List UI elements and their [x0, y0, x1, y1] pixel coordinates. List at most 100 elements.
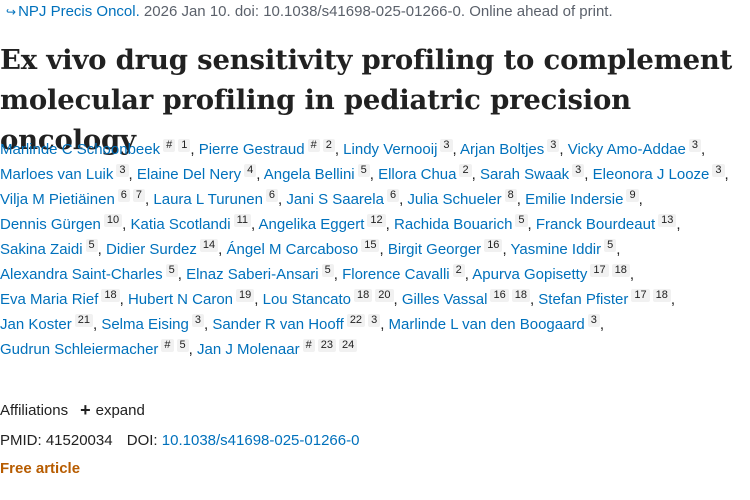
author-name-link[interactable]: Pierre Gestraud: [198, 141, 305, 158]
affiliation-ref-link[interactable]: 3: [116, 164, 129, 177]
affiliation-ref-link[interactable]: 6: [117, 189, 130, 202]
author-name-link[interactable]: Vilja M Pietiäinen: [0, 191, 115, 208]
author-name-link[interactable]: Jan Koster: [0, 316, 72, 333]
author-name-link[interactable]: Ellora Chua: [378, 166, 457, 183]
doi-link[interactable]: 10.1038/s41698-025-01266-0: [161, 432, 360, 449]
affiliation-ref-link[interactable]: 2: [459, 164, 472, 177]
equal-contrib-marker[interactable]: #: [161, 339, 174, 352]
author-name-link[interactable]: Katia Scotlandi: [130, 216, 231, 233]
affiliation-ref-link[interactable]: 3: [712, 164, 725, 177]
author-name-link[interactable]: Jani S Saarela: [286, 191, 384, 208]
affiliation-ref-link[interactable]: 18: [101, 289, 120, 302]
affiliation-ref-link[interactable]: 17: [631, 289, 650, 302]
affiliation-ref-link[interactable]: 5: [604, 239, 617, 252]
affiliation-ref-link[interactable]: 3: [191, 314, 204, 327]
author-name-link[interactable]: Franck Bourdeaut: [535, 216, 656, 233]
affiliation-ref-link[interactable]: 5: [321, 264, 334, 277]
affiliation-ref-link[interactable]: 5: [515, 214, 528, 227]
affiliation-ref-link[interactable]: 15: [361, 239, 380, 252]
author-name-link[interactable]: Jan J Molenaar: [197, 341, 300, 358]
author-name-link[interactable]: Elaine Del Nery: [136, 166, 242, 183]
author-name-link[interactable]: Dennis Gürgen: [0, 216, 101, 233]
affiliation-ref-link[interactable]: 16: [484, 239, 503, 252]
author-item: Lindy Vernooij 3,: [343, 139, 457, 158]
affiliation-ref-link[interactable]: 14: [199, 239, 219, 252]
author-name-link[interactable]: Sarah Swaak: [479, 166, 570, 183]
author-item: Eleonora J Looze 3,: [592, 164, 729, 183]
journal-link[interactable]: NPJ Precis Oncol.: [18, 3, 140, 20]
affiliation-ref-link[interactable]: 3: [688, 139, 701, 152]
affiliation-ref-link[interactable]: 6: [265, 189, 279, 202]
author-name-link[interactable]: Elnaz Saberi-Ansari: [186, 266, 319, 283]
equal-contrib-marker[interactable]: #: [302, 339, 315, 352]
affiliation-ref-link[interactable]: 18: [354, 289, 373, 302]
affiliation-ref-link[interactable]: 7: [132, 189, 146, 202]
affiliation-ref-link[interactable]: 22: [346, 314, 366, 327]
affiliation-ref-link[interactable]: 18: [511, 289, 530, 302]
author-name-link[interactable]: Lindy Vernooij: [343, 141, 438, 158]
author-name-link[interactable]: Didier Surdez: [106, 241, 197, 258]
author-name-link[interactable]: Rachida Bouarich: [394, 216, 513, 233]
affiliation-ref-link[interactable]: 3: [572, 164, 585, 177]
author-name-link[interactable]: Selma Eising: [101, 316, 189, 333]
author-name-link[interactable]: Eva Maria Rief: [0, 291, 99, 308]
author-name-link[interactable]: Gudrun Schleiermacher: [0, 341, 159, 358]
author-name-link[interactable]: Lou Stancato: [262, 291, 352, 308]
author-name-link[interactable]: Eleonora J Looze: [592, 166, 710, 183]
affiliation-ref-link[interactable]: 16: [490, 289, 509, 302]
affiliation-ref-link[interactable]: 5: [165, 264, 178, 277]
affiliation-ref-link[interactable]: 1: [178, 139, 191, 152]
author-name-link[interactable]: Marloes van Luik: [0, 166, 114, 183]
free-article-badge[interactable]: Free article: [0, 460, 81, 477]
author-name-link[interactable]: Hubert N Caron: [127, 291, 234, 308]
affiliation-ref-link[interactable]: 17: [590, 264, 609, 277]
affiliation-ref-link[interactable]: 18: [652, 289, 671, 302]
author-name-link[interactable]: Ángel M Carcaboso: [226, 241, 359, 258]
author-name-link[interactable]: Apurva Gopisetty: [472, 266, 588, 283]
author-name-link[interactable]: Gilles Vassal: [401, 291, 488, 308]
affiliation-ref-link[interactable]: 3: [547, 139, 560, 152]
author-name-link[interactable]: Florence Cavalli: [342, 266, 450, 283]
affiliation-ref-link[interactable]: 13: [658, 214, 677, 227]
affiliation-ref-link[interactable]: 23: [317, 339, 336, 352]
author-name-link[interactable]: Sander R van Hooff: [212, 316, 344, 333]
affiliation-ref-link[interactable]: 11: [233, 214, 251, 227]
affiliation-ref-link[interactable]: 5: [176, 339, 189, 352]
affiliation-ref-link[interactable]: 18: [611, 264, 630, 277]
author-name-link[interactable]: Birgit Georger: [387, 241, 482, 258]
affiliation-ref-link[interactable]: 3: [440, 139, 453, 152]
author-item: Florence Cavalli 2,: [342, 264, 469, 283]
affiliation-ref-link[interactable]: 5: [357, 164, 370, 177]
author-name-link[interactable]: Marlinde L van den Boogaard: [388, 316, 585, 333]
equal-contrib-marker[interactable]: #: [307, 139, 320, 152]
affiliation-ref-link[interactable]: 10: [103, 214, 123, 227]
affiliation-ref-link[interactable]: 20: [375, 289, 394, 302]
affiliation-ref-link[interactable]: 9: [626, 189, 639, 202]
affiliation-ref-link[interactable]: 3: [587, 314, 600, 327]
author-name-link[interactable]: Stefan Pfister: [538, 291, 629, 308]
affiliation-ref-link[interactable]: 4: [244, 164, 257, 177]
author-name-link[interactable]: Marlinde C Schoonbeek: [0, 141, 161, 158]
affiliation-ref-link[interactable]: 12: [367, 214, 386, 227]
affiliation-ref-link[interactable]: 3: [368, 314, 381, 327]
equal-contrib-marker[interactable]: #: [163, 139, 176, 152]
author-name-link[interactable]: Julia Schueler: [407, 191, 502, 208]
author-name-link[interactable]: Laura L Turunen: [153, 191, 263, 208]
affiliation-ref-link[interactable]: 2: [322, 139, 335, 152]
affiliation-ref-link[interactable]: 19: [236, 289, 255, 302]
author-name-link[interactable]: Arjan Boltjes: [460, 141, 545, 158]
affiliation-ref-link[interactable]: 8: [504, 189, 517, 202]
affiliation-ref-link[interactable]: 24: [338, 339, 358, 352]
author-name-link[interactable]: Emilie Indersie: [525, 191, 624, 208]
affiliation-ref-link[interactable]: 21: [74, 314, 93, 327]
author-name-link[interactable]: Alexandra Saint-Charles: [0, 266, 163, 283]
affiliation-ref-link[interactable]: 5: [85, 239, 98, 252]
author-name-link[interactable]: Vicky Amo-Addae: [567, 141, 686, 158]
affiliation-ref-link[interactable]: 2: [452, 264, 465, 277]
author-name-link[interactable]: Sakina Zaidi: [0, 241, 83, 258]
author-name-link[interactable]: Yasmine Iddir: [510, 241, 602, 258]
affiliations-expand-button[interactable]: + expand: [80, 401, 145, 419]
author-name-link[interactable]: Angela Bellini: [263, 166, 355, 183]
author-name-link[interactable]: Angelika Eggert: [258, 216, 365, 233]
affiliation-ref-link[interactable]: 6: [386, 189, 400, 202]
